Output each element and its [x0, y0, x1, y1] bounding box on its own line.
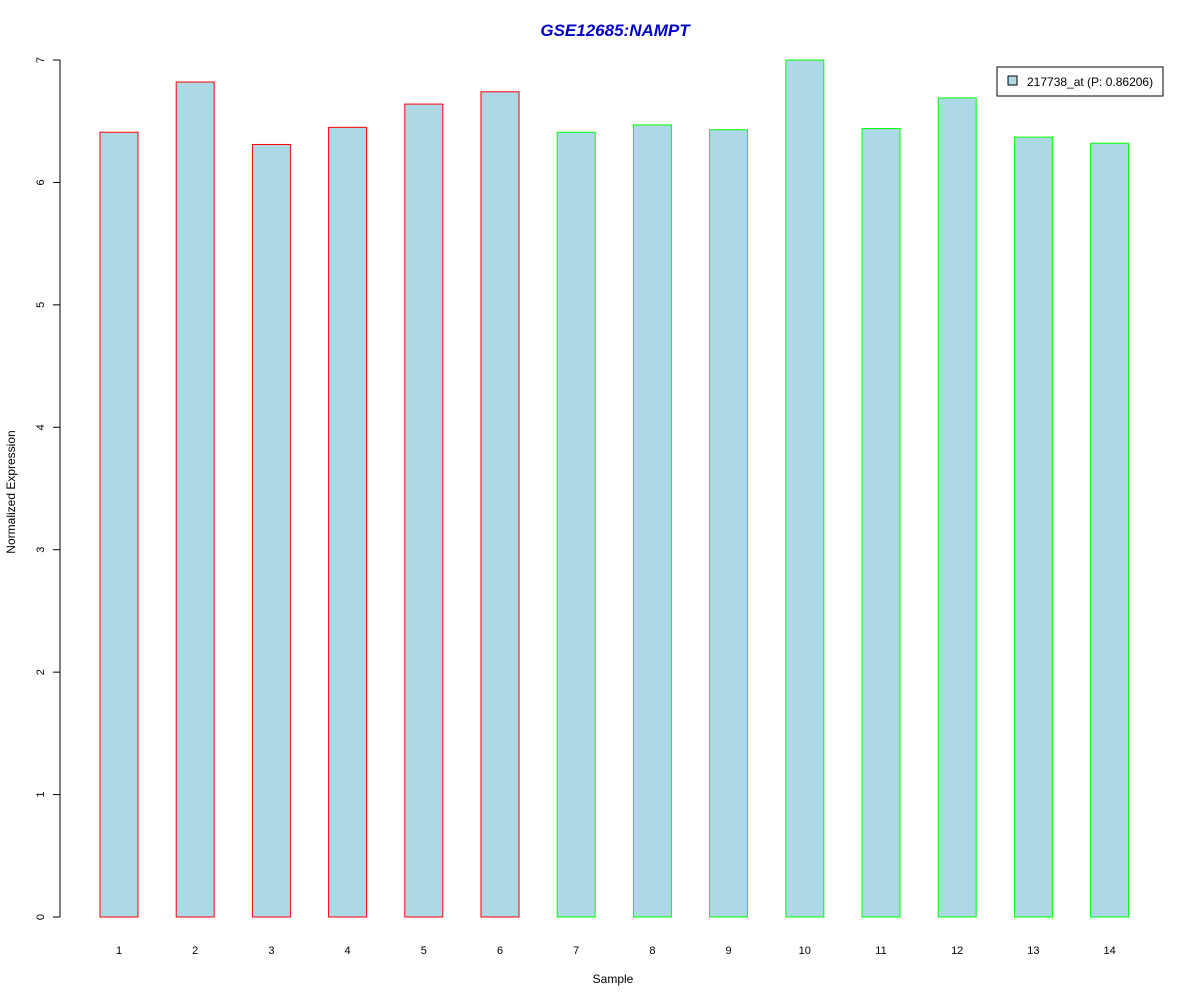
x-tick-label: 6 — [497, 945, 503, 957]
y-axis: 0 1 2 3 4 5 6 7 — [35, 57, 61, 920]
bar-sample-11 — [861, 128, 901, 918]
y-tick-label: 1 — [35, 792, 47, 798]
legend: 217738_at (P: 0.86206) — [996, 66, 1164, 97]
legend-swatch — [1007, 75, 1018, 86]
x-tick-label: 9 — [726, 945, 732, 957]
bar-sample-7 — [556, 131, 596, 918]
bars — [99, 59, 1130, 918]
x-tick-label: 7 — [573, 945, 579, 957]
bar-sample-2 — [175, 81, 215, 918]
bar-sample-6 — [480, 91, 520, 918]
bar-sample-5 — [404, 103, 444, 918]
y-tick-label: 5 — [35, 302, 47, 308]
legend-label: 217738_at (P: 0.86206) — [1027, 75, 1153, 89]
x-tick-label: 13 — [1027, 945, 1039, 957]
y-tick-label: 6 — [35, 179, 47, 185]
y-tick-label: 0 — [35, 914, 47, 920]
bar-sample-13 — [1013, 136, 1053, 918]
bar-sample-8 — [632, 124, 672, 918]
bar-sample-4 — [328, 126, 368, 918]
x-tick-label: 8 — [649, 945, 655, 957]
bar-sample-12 — [937, 97, 977, 918]
bar-sample-14 — [1090, 142, 1130, 918]
bar-sample-3 — [251, 143, 291, 918]
x-tick-label: 5 — [421, 945, 427, 957]
y-tick-label: 2 — [35, 669, 47, 675]
legend-box — [996, 66, 1164, 97]
x-tick-label: 11 — [875, 945, 886, 957]
x-axis-label: Sample — [593, 972, 634, 986]
bar-sample-10 — [785, 59, 825, 918]
chart-title: GSE12685:NAMPT — [540, 21, 691, 40]
y-tick-label: 4 — [35, 424, 47, 430]
x-tick-label: 1 — [116, 945, 122, 957]
x-tick-label: 10 — [799, 945, 811, 957]
bar-sample-1 — [99, 131, 139, 918]
x-tick-label: 3 — [268, 945, 274, 957]
bar-sample-9 — [709, 129, 749, 918]
y-axis-label: Normalized Expression — [4, 430, 18, 553]
y-tick-label: 3 — [35, 547, 47, 553]
x-tick-label: 2 — [192, 945, 198, 957]
x-tick-label: 4 — [345, 945, 351, 957]
x-tick-label: 14 — [1103, 945, 1115, 957]
y-tick-label: 7 — [35, 57, 47, 63]
x-tick-label: 12 — [951, 945, 963, 957]
x-tick-labels: 1 2 3 4 5 6 7 8 9 10 11 12 13 14 — [116, 945, 1116, 957]
